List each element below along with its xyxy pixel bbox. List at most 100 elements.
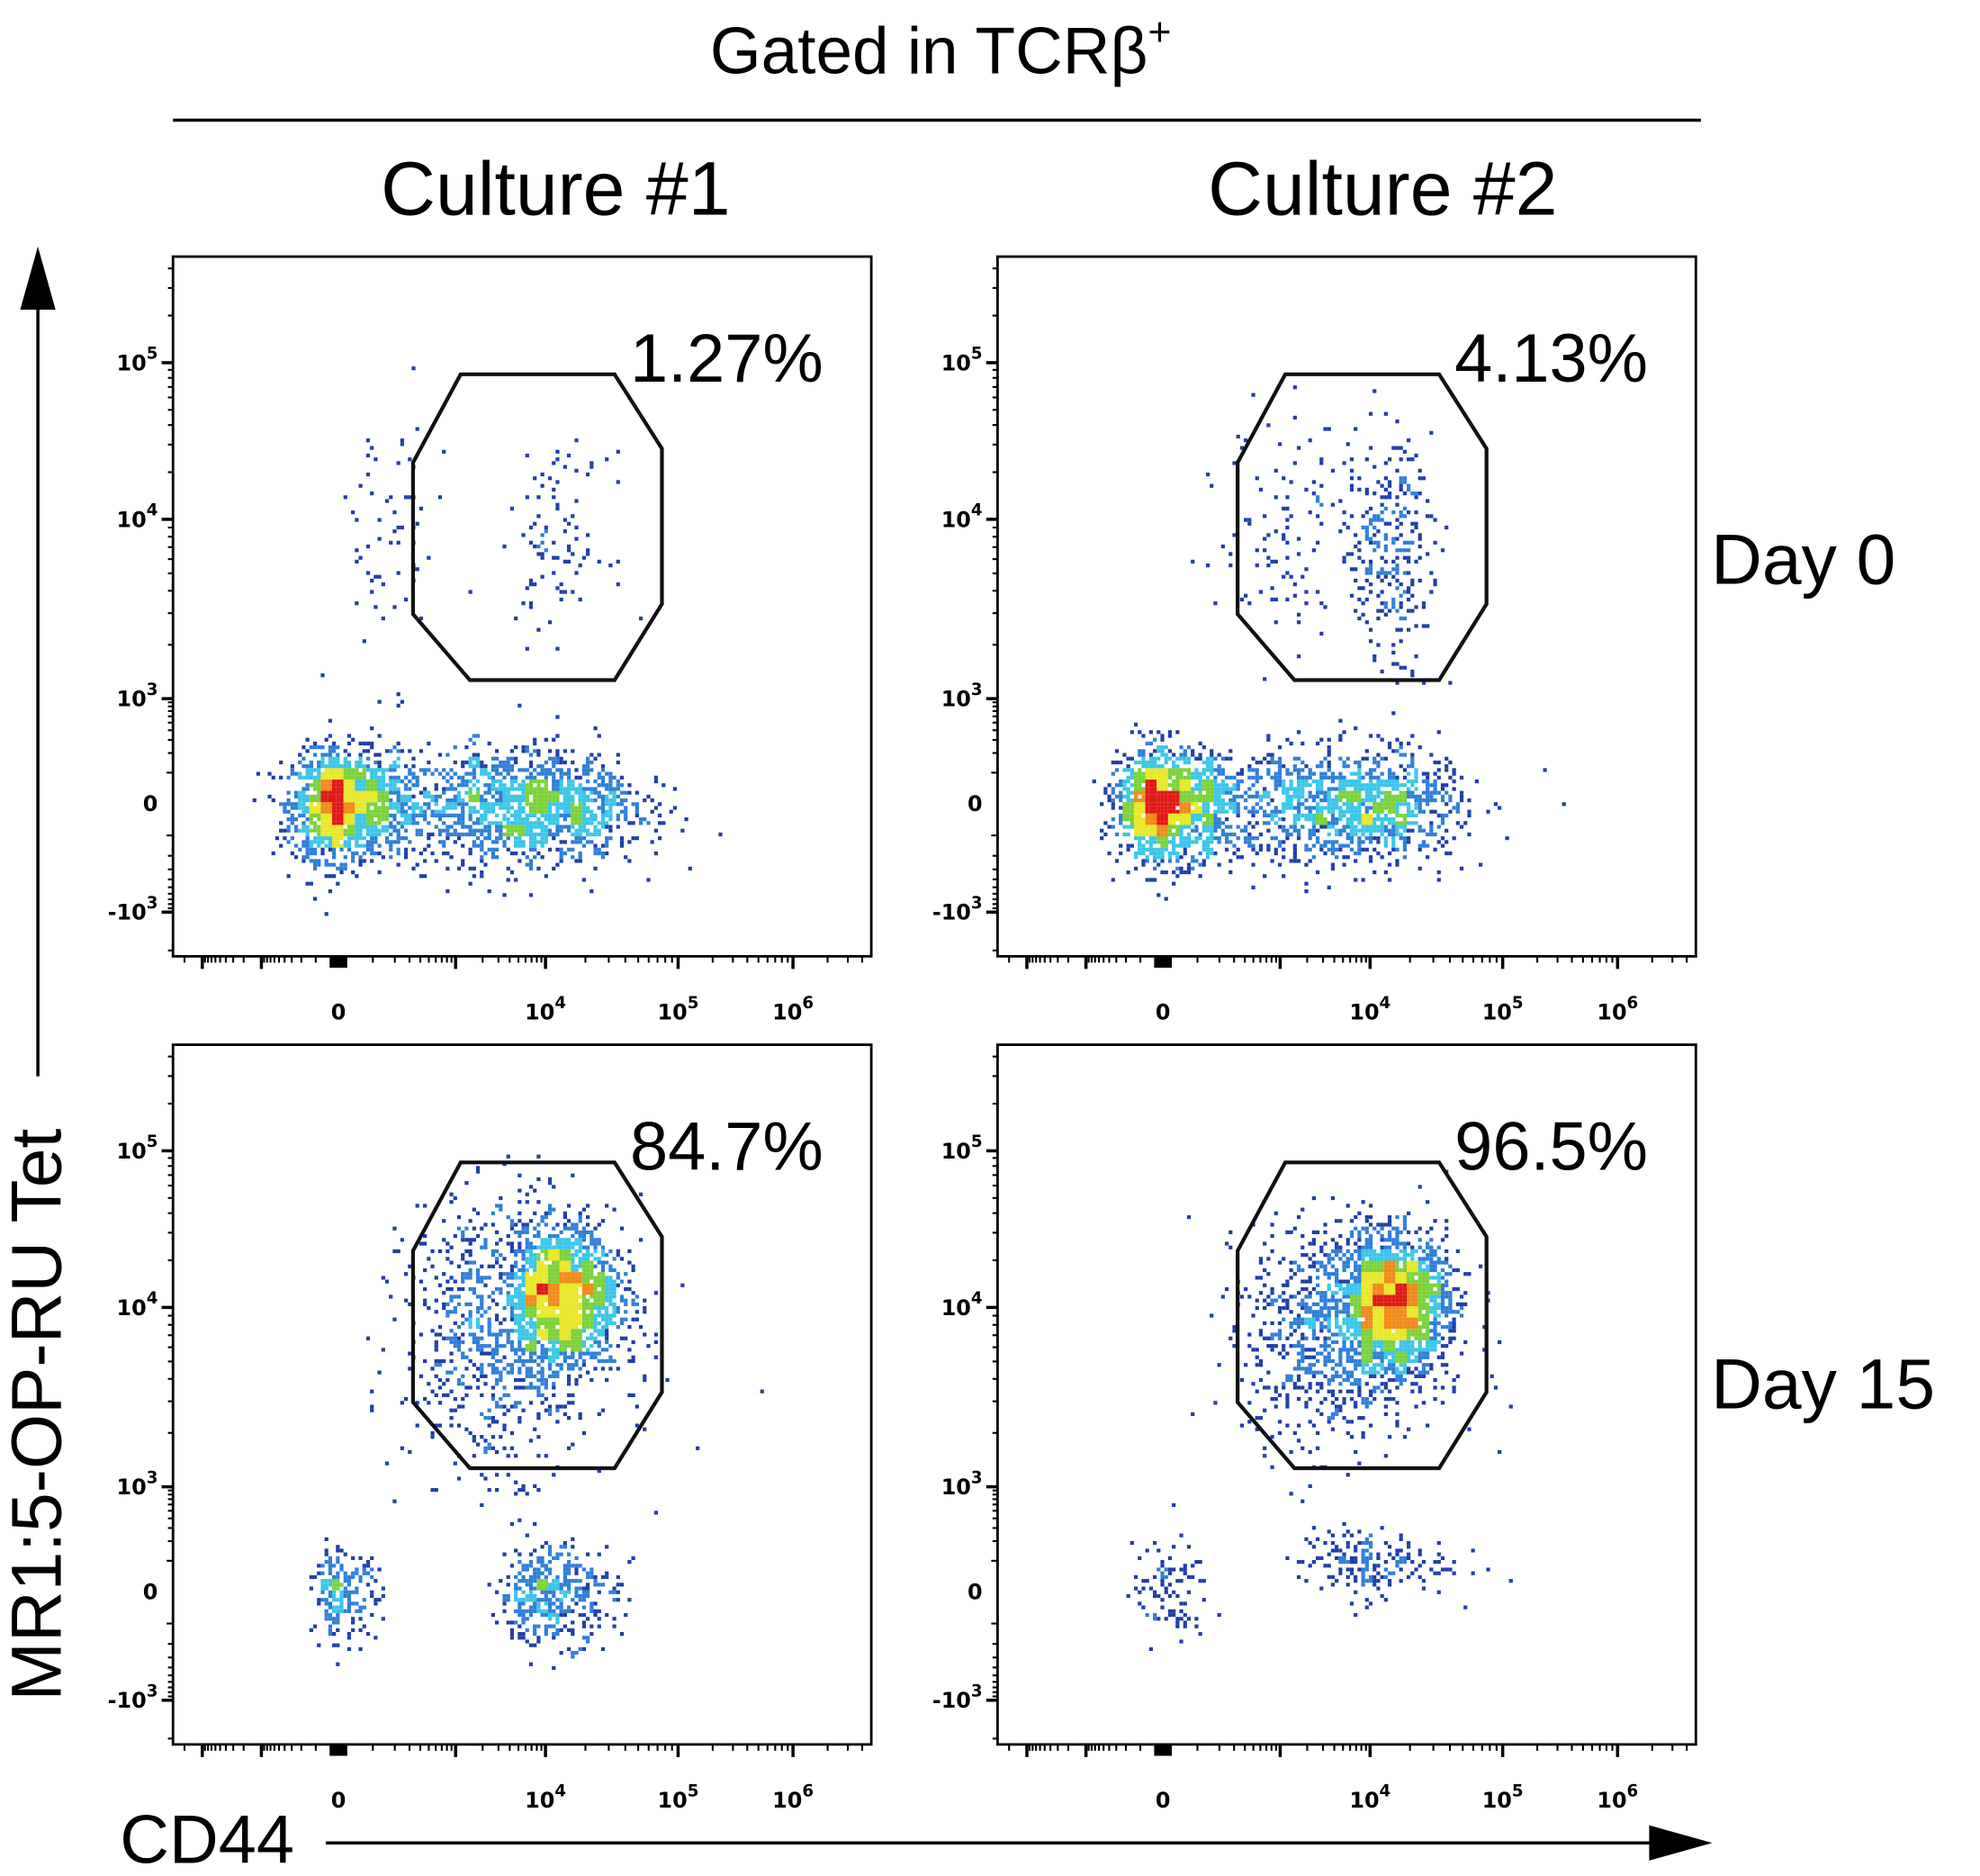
x-zero-tick-block (1154, 956, 1173, 968)
event-dot (1186, 760, 1192, 765)
event-dot (1213, 790, 1218, 795)
event-dot (559, 1351, 563, 1356)
event-dot (1145, 809, 1149, 814)
event-dot (502, 825, 507, 829)
event-dot (389, 790, 393, 795)
event-dot (495, 787, 500, 791)
event-dot (552, 1279, 556, 1284)
event-dot (528, 1286, 534, 1292)
event-dot (346, 809, 352, 814)
event-dot (1376, 480, 1381, 484)
event-dot (559, 851, 563, 856)
event-dot (1338, 787, 1343, 791)
event-dot (355, 775, 359, 780)
event-dot (408, 813, 412, 818)
event-dot (547, 806, 553, 810)
event-dot (506, 836, 510, 841)
event-dot (336, 881, 340, 886)
event-dot (1289, 741, 1293, 746)
event-dot (605, 1294, 609, 1299)
event-dot (1376, 529, 1381, 534)
event-dot (1285, 555, 1290, 560)
event-dot (518, 802, 522, 807)
event-dot (518, 1267, 522, 1273)
event-dot (540, 843, 544, 848)
event-dot (1285, 518, 1290, 522)
event-dot (1138, 802, 1142, 807)
event-dot (1346, 790, 1350, 795)
event-dot (495, 847, 500, 852)
event-dot (1410, 457, 1415, 462)
event-dot (487, 771, 491, 776)
event-dot (1263, 756, 1267, 761)
event-dot (468, 771, 472, 776)
event-dot (1467, 809, 1472, 814)
event-dot (336, 760, 340, 765)
event-dot (374, 790, 378, 795)
event-dot (562, 1283, 567, 1287)
event-dot (1164, 745, 1168, 750)
event-dot (1402, 480, 1408, 484)
event-dot (362, 813, 366, 818)
event-dot (453, 745, 457, 750)
event-dot (490, 775, 495, 780)
event-dot (1376, 779, 1381, 784)
event-dot (468, 790, 472, 795)
event-dot (1399, 790, 1403, 795)
event-dot (1357, 616, 1362, 621)
event-dot (547, 771, 553, 776)
event-dot (499, 798, 503, 803)
event-dot (1119, 798, 1123, 803)
event-dot (1220, 756, 1225, 761)
event-dot (1399, 783, 1403, 788)
event-dot (547, 1332, 553, 1337)
event-dot (1368, 521, 1373, 526)
event-dot (525, 817, 529, 822)
event-dot (1198, 741, 1202, 746)
event-dot (499, 1238, 503, 1242)
event-dot (1361, 783, 1365, 788)
event-dot (1335, 794, 1339, 798)
event-dot (1138, 836, 1142, 841)
event-dot (1323, 851, 1328, 856)
event-dot (351, 771, 356, 776)
event-dot (555, 802, 560, 807)
gate-polygon[interactable] (1236, 372, 1489, 682)
event-dot (1186, 768, 1192, 772)
event-dot (1395, 571, 1400, 575)
event-dot (634, 1310, 639, 1314)
event-dot (384, 794, 390, 798)
event-dot (586, 1253, 590, 1258)
event-dot (559, 1344, 563, 1348)
event-dot (1145, 741, 1149, 746)
event-dot (571, 1321, 575, 1326)
event-dot (339, 813, 344, 818)
event-dot (1296, 756, 1301, 761)
event-dot (631, 802, 635, 807)
event-dot (332, 832, 337, 837)
event-dot (286, 798, 291, 803)
event-dot (1285, 828, 1290, 833)
event-dot (544, 768, 548, 772)
event-dot (1130, 790, 1134, 795)
event-dot (358, 832, 363, 837)
event-dot (495, 764, 500, 769)
event-dot (1376, 840, 1381, 844)
event-dot (374, 753, 378, 757)
y-tick-label: 103 (941, 681, 983, 712)
event-dot (514, 878, 518, 882)
event-dot (1255, 760, 1259, 765)
event-dot (437, 753, 443, 757)
event-dot (1372, 802, 1377, 807)
event-dot (1228, 840, 1233, 844)
event-dot (624, 798, 628, 803)
event-dot (365, 817, 371, 822)
gate-polygon[interactable] (410, 372, 664, 682)
event-dot (1141, 787, 1146, 791)
event-dot (631, 821, 635, 825)
event-dot (1152, 859, 1157, 863)
event-dot (528, 813, 534, 818)
event-dot (1380, 821, 1384, 825)
event-dot (502, 806, 507, 810)
event-dot (578, 1264, 582, 1268)
